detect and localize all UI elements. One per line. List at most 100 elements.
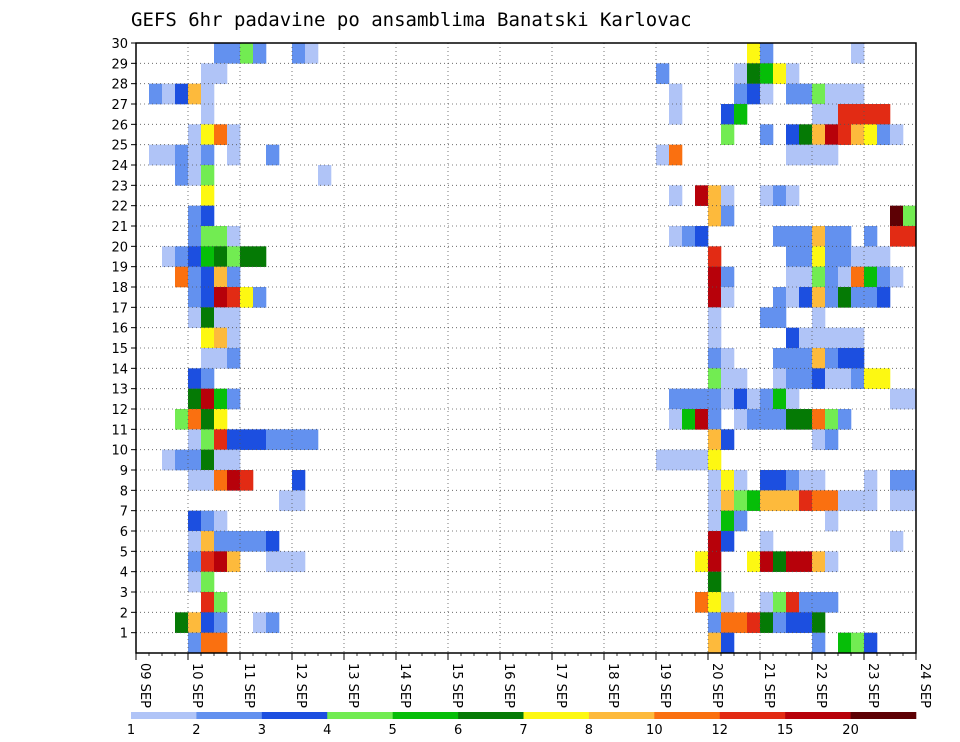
cell-m6-t44 xyxy=(708,531,722,552)
cell-m8-t48 xyxy=(760,490,774,511)
legend-label: 7 xyxy=(519,723,527,738)
cell-m21-t51 xyxy=(799,226,813,247)
cell-m2-t5 xyxy=(201,612,215,633)
y-tick-label: 28 xyxy=(111,78,128,93)
y-tick-label: 4 xyxy=(120,566,128,581)
cell-m7-t44 xyxy=(708,510,722,532)
cell-m12-t41 xyxy=(669,409,683,430)
cell-m11-t7 xyxy=(227,429,241,450)
cells-layer xyxy=(149,43,917,654)
cell-m9-t45 xyxy=(721,470,735,491)
y-tick-label: 19 xyxy=(111,261,128,276)
cell-m4-t44 xyxy=(708,571,722,593)
y-tick-label: 11 xyxy=(111,423,128,438)
cell-m5-t47 xyxy=(747,551,761,572)
cell-m25-t2 xyxy=(162,144,176,166)
legend-label: 2 xyxy=(192,723,200,738)
cell-m22-t58 xyxy=(890,205,904,227)
x-tick-label: 21 SEP xyxy=(761,663,776,708)
cell-m28-t48 xyxy=(760,83,774,105)
cell-m8-t53 xyxy=(825,490,839,511)
cell-m8-t47 xyxy=(747,490,761,511)
cell-m8-t44 xyxy=(708,490,722,511)
cell-m14-t4 xyxy=(188,368,202,389)
cell-m3-t45 xyxy=(721,592,735,613)
cell-m28-t55 xyxy=(851,83,865,105)
x-tick-label: 13 SEP xyxy=(345,663,360,708)
cell-m9-t12 xyxy=(292,470,306,491)
cell-m22-t5 xyxy=(201,205,215,227)
cell-m18-t8 xyxy=(240,287,254,308)
cell-m25-t10 xyxy=(266,144,280,166)
cell-m6-t48 xyxy=(760,531,774,552)
cell-m20-t52 xyxy=(812,246,826,267)
cell-m27-t55 xyxy=(851,104,865,125)
cell-m17-t52 xyxy=(812,307,826,328)
cell-m2-t9 xyxy=(253,612,267,633)
cell-m13-t58 xyxy=(890,388,904,410)
cell-m20-t44 xyxy=(708,246,722,267)
cell-m7-t5 xyxy=(201,510,215,532)
cell-m5-t6 xyxy=(214,551,228,572)
cell-m15-t55 xyxy=(851,348,865,369)
cell-m11-t8 xyxy=(240,429,254,450)
cell-m9-t44 xyxy=(708,470,722,491)
cell-m20-t3 xyxy=(175,246,189,267)
legend-label: 5 xyxy=(389,723,397,738)
cell-m8-t59 xyxy=(903,490,917,511)
legend-label: 20 xyxy=(842,723,859,738)
cell-m13-t44 xyxy=(708,388,722,410)
cell-m9-t48 xyxy=(760,470,774,491)
legend-label: 8 xyxy=(585,723,593,738)
cell-m2-t47 xyxy=(747,612,761,633)
cell-m8-t50 xyxy=(786,490,800,511)
cell-m17-t4 xyxy=(188,307,202,328)
cell-m15-t44 xyxy=(708,348,722,369)
cell-m21-t41 xyxy=(669,226,683,247)
cell-m9-t56 xyxy=(864,470,878,491)
cell-m14-t51 xyxy=(799,368,813,389)
cell-m13-t59 xyxy=(903,388,917,410)
legend-swatch xyxy=(785,712,851,719)
x-tick-label: 15 SEP xyxy=(449,663,464,708)
cell-m24-t4 xyxy=(188,165,202,186)
cell-m27-t54 xyxy=(838,104,852,125)
cell-m1-t44 xyxy=(708,632,722,654)
cell-m29-t47 xyxy=(747,63,761,84)
cell-m18-t4 xyxy=(188,287,202,308)
cell-m4-t5 xyxy=(201,571,215,593)
y-tick-label: 18 xyxy=(111,281,128,296)
cell-m1-t6 xyxy=(214,632,228,654)
cell-m16-t44 xyxy=(708,327,722,349)
cell-m26-t57 xyxy=(877,124,891,145)
cell-m5-t48 xyxy=(760,551,774,572)
cell-m3-t44 xyxy=(708,592,722,613)
cell-m7-t53 xyxy=(825,510,839,532)
cell-m16-t50 xyxy=(786,327,800,349)
cell-m28-t1 xyxy=(149,83,163,105)
cell-m18-t50 xyxy=(786,287,800,308)
y-tick-label: 17 xyxy=(111,301,128,316)
cell-m21-t4 xyxy=(188,226,202,247)
cell-m8-t51 xyxy=(799,490,813,511)
cell-m2-t10 xyxy=(266,612,280,633)
cell-m15-t50 xyxy=(786,348,800,369)
cell-m25-t51 xyxy=(799,144,813,166)
cell-m13-t48 xyxy=(760,388,774,410)
cell-m2-t44 xyxy=(708,612,722,633)
cell-m16-t6 xyxy=(214,327,228,349)
cell-m2-t51 xyxy=(799,612,813,633)
cell-m13-t5 xyxy=(201,388,215,410)
cell-m11-t44 xyxy=(708,429,722,450)
cell-m19-t50 xyxy=(786,266,800,288)
cell-m29-t40 xyxy=(656,63,670,84)
cell-m7-t45 xyxy=(721,510,735,532)
cell-m28-t53 xyxy=(825,83,839,105)
cell-m16-t52 xyxy=(812,327,826,349)
cell-m15-t54 xyxy=(838,348,852,369)
x-tick-label: 16 SEP xyxy=(501,663,516,708)
cell-m5-t43 xyxy=(695,551,709,572)
cell-m30-t6 xyxy=(214,43,228,64)
cell-m17-t48 xyxy=(760,307,774,328)
x-tick-label: 19 SEP xyxy=(657,663,672,708)
